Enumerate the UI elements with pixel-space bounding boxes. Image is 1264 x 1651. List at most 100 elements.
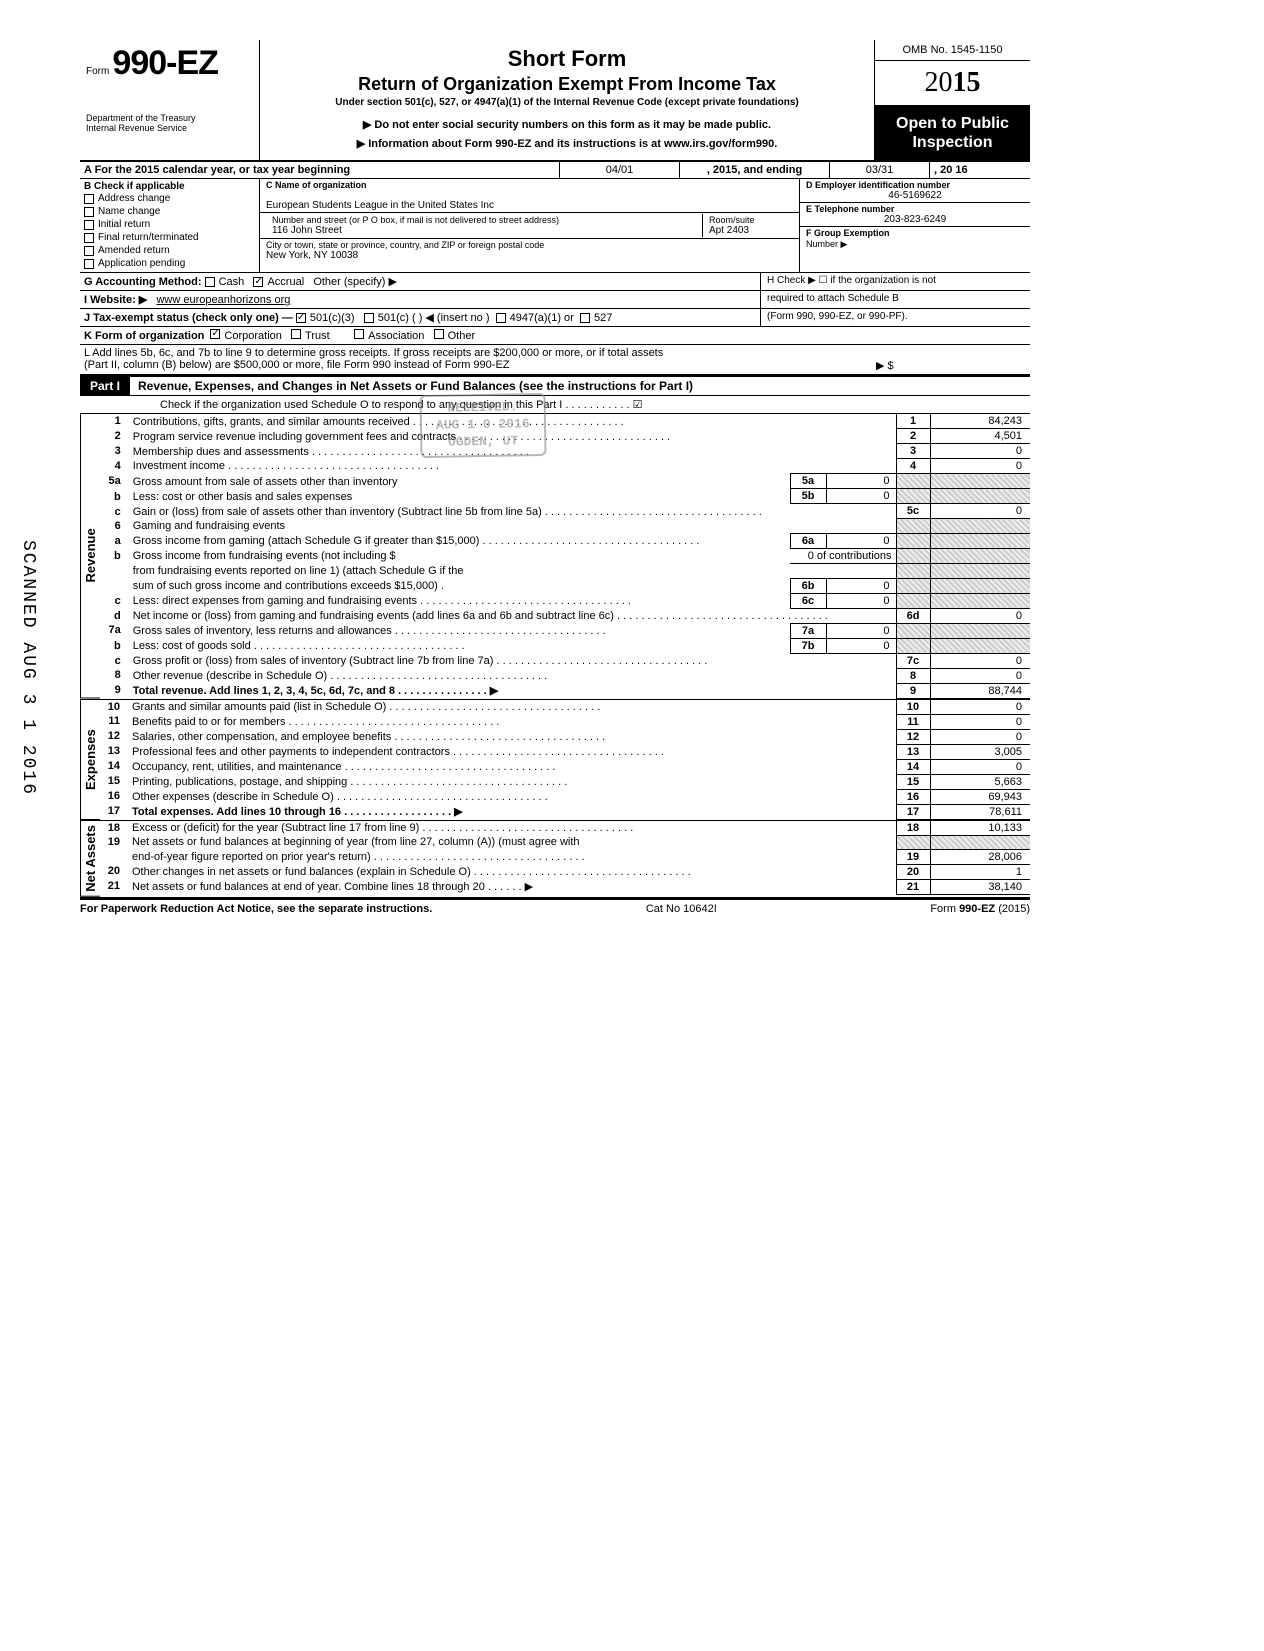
k-trust: Trust bbox=[305, 330, 330, 342]
line-6b-3: sum of such gross income and contributio… bbox=[100, 578, 1030, 593]
scanned-stamp: SCANNED AUG 3 1 2016 bbox=[18, 540, 38, 796]
expenses-table: 10Grants and similar amounts paid (list … bbox=[100, 700, 1030, 820]
k-assoc: Association bbox=[368, 330, 424, 342]
line-19a: 19Net assets or fund balances at beginni… bbox=[100, 835, 1030, 849]
line-6a: aGross income from gaming (attach Schedu… bbox=[100, 533, 1030, 548]
omb-number: OMB No. 1545-1150 bbox=[875, 40, 1030, 61]
header-right: OMB No. 1545-1150 2015 Open to Public In… bbox=[875, 40, 1030, 160]
form-prefix: Form bbox=[86, 66, 109, 77]
form-header: Form 990-EZ Department of the Treasury I… bbox=[80, 40, 1030, 162]
open-to-public: Open to Public bbox=[879, 114, 1026, 133]
subtitle: Under section 501(c), 527, or 4947(a)(1)… bbox=[270, 97, 864, 108]
phone-value: 203-823-6249 bbox=[806, 214, 1024, 225]
g-cell: G Accounting Method: Cash Accrual Other … bbox=[80, 273, 760, 290]
line-15: 15Printing, publications, postage, and s… bbox=[100, 774, 1030, 789]
row-l: L Add lines 5b, 6c, and 7b to line 9 to … bbox=[80, 345, 1030, 375]
g-label: G Accounting Method: bbox=[84, 276, 202, 288]
form-page: Form 990-EZ Department of the Treasury I… bbox=[80, 40, 1030, 915]
k-label: K Form of organization bbox=[84, 330, 204, 342]
netassets-section: Net Assets 18Excess or (deficit) for the… bbox=[80, 821, 1030, 899]
part1-header: Part I Revenue, Expenses, and Changes in… bbox=[80, 375, 1030, 396]
street-label: Number and street (or P O box, if mail i… bbox=[272, 215, 696, 225]
block-bcdef: B Check if applicable Address change Nam… bbox=[80, 179, 1030, 273]
f-cell: F Group Exemption Number ▶ bbox=[800, 227, 1030, 251]
info-note: ▶ Information about Form 990-EZ and its … bbox=[270, 137, 864, 150]
city-label: City or town, state or province, country… bbox=[266, 240, 793, 250]
line-11: 11Benefits paid to or for members110 bbox=[100, 714, 1030, 729]
room-value: Apt 2403 bbox=[709, 225, 787, 236]
k-other: Other bbox=[448, 330, 476, 342]
tax-year: 2015 bbox=[875, 61, 1030, 106]
line-17: 17Total expenses. Add lines 10 through 1… bbox=[100, 804, 1030, 819]
line-7a: 7aGross sales of inventory, less returns… bbox=[100, 623, 1030, 638]
f-label2: Number ▶ bbox=[806, 239, 847, 249]
netassets-label: Net Assets bbox=[80, 821, 100, 897]
j-c3: 501(c)(3) bbox=[310, 312, 355, 324]
line-19b: end-of-year figure reported on prior yea… bbox=[100, 849, 1030, 864]
chk-amended: Amended return bbox=[84, 244, 255, 257]
revenue-table: 1Contributions, gifts, grants, and simil… bbox=[100, 414, 1030, 699]
line-9: 9Total revenue. Add lines 1, 2, 3, 4, 5c… bbox=[100, 683, 1030, 698]
title-return: Return of Organization Exempt From Incom… bbox=[270, 74, 864, 95]
line-2: 2Program service revenue including gover… bbox=[100, 429, 1030, 444]
d-label: D Employer identification number bbox=[806, 180, 1024, 190]
b-label: B Check if applicable bbox=[84, 181, 255, 192]
e-cell: E Telephone number 203-823-6249 bbox=[800, 203, 1030, 227]
line-18: 18Excess or (deficit) for the year (Subt… bbox=[100, 821, 1030, 836]
c-label: C Name of organization bbox=[266, 180, 793, 190]
g-other: Other (specify) ▶ bbox=[313, 276, 397, 288]
h-line3-cell: (Form 990, 990-EZ, or 990-PF). bbox=[760, 309, 1030, 326]
line-4: 4Investment income40 bbox=[100, 459, 1030, 474]
expenses-section: Expenses 10Grants and similar amounts pa… bbox=[80, 700, 1030, 821]
header-mid: Short Form Return of Organization Exempt… bbox=[260, 40, 875, 160]
l-line1: L Add lines 5b, 6c, and 7b to line 9 to … bbox=[84, 347, 1026, 359]
j-insert: ) ◀ (insert no ) bbox=[419, 312, 490, 324]
row-gh: G Accounting Method: Cash Accrual Other … bbox=[80, 273, 1030, 291]
footer-left: For Paperwork Reduction Act Notice, see … bbox=[80, 903, 432, 915]
line-6: 6Gaming and fundraising events bbox=[100, 519, 1030, 534]
line-10: 10Grants and similar amounts paid (list … bbox=[100, 700, 1030, 715]
netassets-table: 18Excess or (deficit) for the year (Subt… bbox=[100, 821, 1030, 895]
city-value: New York, NY 10038 bbox=[266, 250, 793, 261]
line-1: 1Contributions, gifts, grants, and simil… bbox=[100, 414, 1030, 429]
line-7b: bLess: cost of goods sold7b0 bbox=[100, 638, 1030, 653]
e-label: E Telephone number bbox=[806, 204, 1024, 214]
line-14: 14Occupancy, rent, utilities, and mainte… bbox=[100, 759, 1030, 774]
line-13: 13Professional fees and other payments t… bbox=[100, 744, 1030, 759]
row-a-begin: 04/01 bbox=[560, 162, 680, 178]
line-8: 8Other revenue (describe in Schedule O) … bbox=[100, 668, 1030, 683]
chk-final-return: Final return/terminated bbox=[84, 231, 255, 244]
room-label: Room/suite bbox=[709, 215, 787, 225]
page-footer: For Paperwork Reduction Act Notice, see … bbox=[80, 899, 1030, 915]
ein-value: 46-5169622 bbox=[806, 190, 1024, 201]
dept-treasury: Department of the Treasury bbox=[86, 113, 253, 123]
website-value: www europeanhorizons org bbox=[156, 294, 290, 306]
j-4947: 4947(a)(1) or bbox=[510, 312, 574, 324]
footer-right: Form 990-EZ (2015) bbox=[930, 903, 1030, 915]
row-a-label: A For the 2015 calendar year, or tax yea… bbox=[80, 162, 560, 178]
chk-application-pending: Application pending bbox=[84, 257, 255, 270]
year-bold: 15 bbox=[953, 67, 981, 98]
revenue-section: Revenue 1Contributions, gifts, grants, a… bbox=[80, 414, 1030, 700]
inspection-label: Inspection bbox=[879, 133, 1026, 152]
line-5c: cGain or (loss) from sale of assets othe… bbox=[100, 504, 1030, 519]
open-inspection: Open to Public Inspection bbox=[875, 106, 1030, 160]
j-527: 527 bbox=[594, 312, 612, 324]
line-21: 21Net assets or fund balances at end of … bbox=[100, 879, 1030, 894]
line-6b-1: bGross income from fundraising events (n… bbox=[100, 548, 1030, 563]
part1-check: Check if the organization used Schedule … bbox=[80, 396, 1030, 414]
l-arrow: ▶ $ bbox=[876, 359, 1026, 372]
part1-tag: Part I bbox=[80, 377, 130, 395]
expenses-label: Expenses bbox=[80, 700, 100, 820]
j-c: 501(c) ( bbox=[378, 312, 416, 324]
row-a: A For the 2015 calendar year, or tax yea… bbox=[80, 162, 1030, 179]
d-cell: D Employer identification number 46-5169… bbox=[800, 179, 1030, 203]
revenue-label: Revenue bbox=[80, 414, 100, 699]
f-label: F Group Exemption bbox=[806, 228, 890, 238]
g-accrual: Accrual bbox=[267, 276, 304, 288]
row-a-mid: , 2015, and ending bbox=[680, 162, 830, 178]
c-city-cell: City or town, state or province, country… bbox=[260, 239, 799, 262]
year-prefix: 20 bbox=[925, 67, 953, 98]
i-label: I Website: ▶ bbox=[84, 294, 147, 306]
form-number: 990-EZ bbox=[112, 44, 218, 82]
